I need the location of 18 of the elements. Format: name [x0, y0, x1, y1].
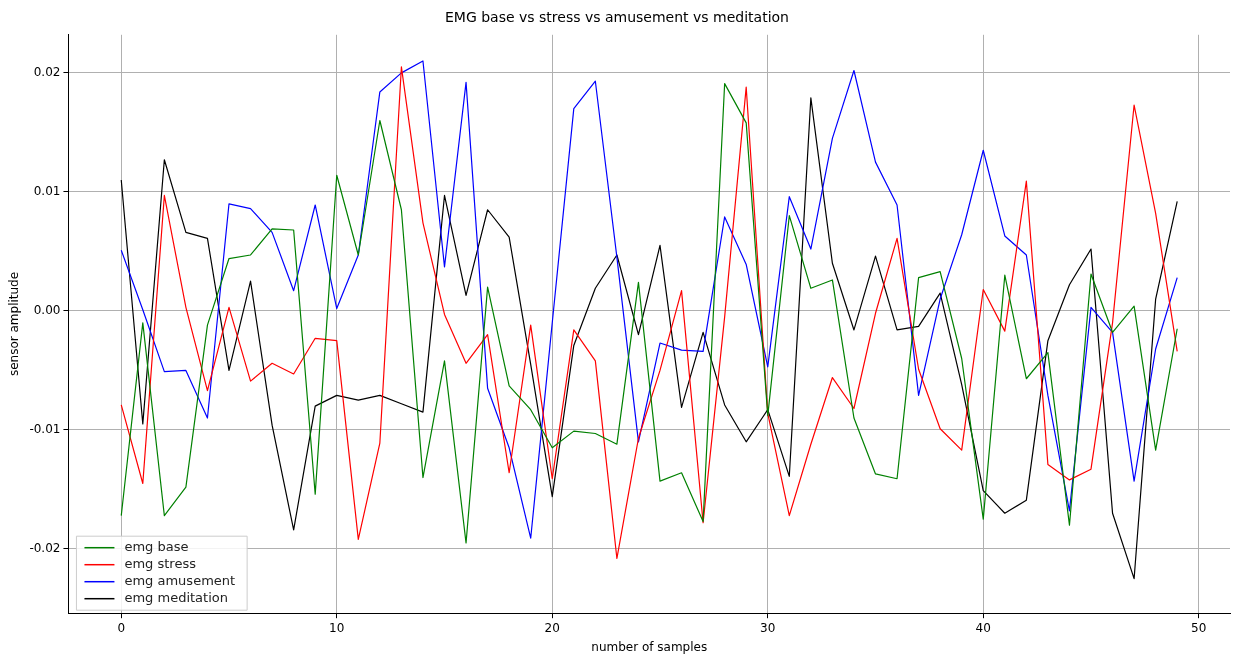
x-tick-label: 10 [329, 620, 345, 635]
y-tick-label: 0.00 [33, 303, 61, 318]
y-tick-label: -0.02 [29, 541, 61, 556]
legend-label: emg meditation [124, 590, 228, 606]
x-axis-title: number of samples [591, 639, 708, 654]
legend-label: emg stress [124, 556, 197, 572]
x-tick-label: 0 [117, 620, 126, 635]
legend-label: emg base [124, 539, 189, 555]
legend-label: emg amusement [124, 573, 236, 589]
chart-title: EMG base vs stress vs amusement vs meditation [445, 9, 789, 26]
x-tick-label: 40 [975, 620, 991, 635]
x-tick-label: 30 [760, 620, 776, 635]
y-axis-title: sensor amplitude [7, 271, 22, 377]
x-tick-label: 20 [544, 620, 560, 635]
y-tick-label: 0.02 [33, 65, 61, 80]
y-tick-label: 0.01 [33, 184, 61, 199]
y-tick-label: -0.01 [29, 422, 61, 437]
x-tick-label: 50 [1191, 620, 1207, 635]
